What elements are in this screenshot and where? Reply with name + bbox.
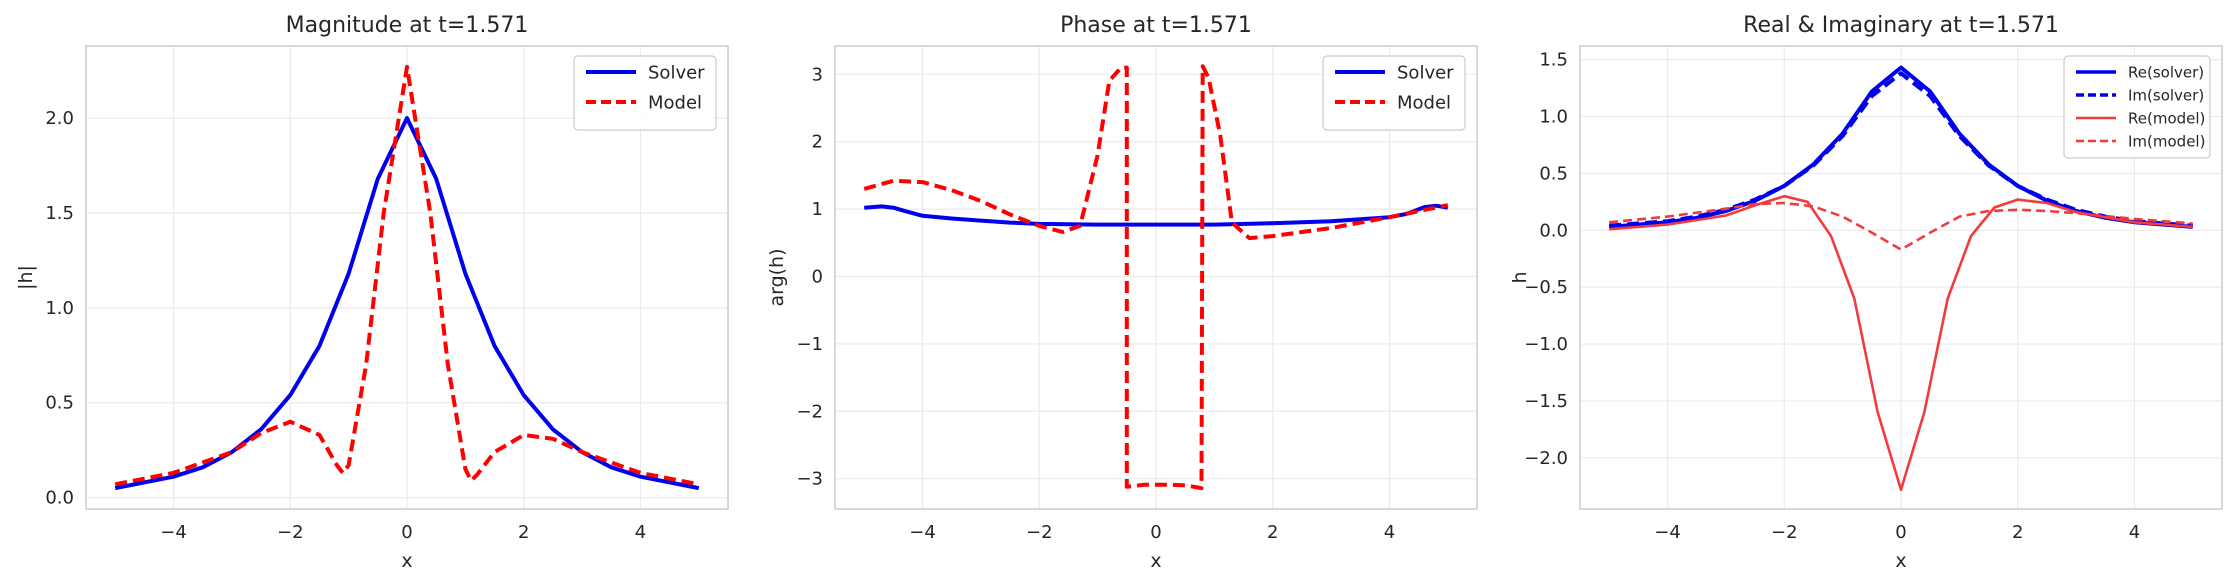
x-tick-label: 0 [401,522,412,543]
legend-label: Re(model) [2128,109,2205,127]
series-line-solver [864,203,1449,227]
grid-lines [1580,46,2222,509]
y-tick-label: −1.5 [1524,391,1568,412]
y-axis-label: |h| [15,265,37,290]
series-line-model [863,64,1449,491]
x-tick-label: −2 [277,522,304,543]
x-tick-label: −4 [160,522,187,543]
chart-title: Real & Imaginary at t=1.571 [1743,13,2059,38]
legend-box [1322,55,1466,131]
legend-label: Model [1397,92,1451,113]
series-line-im-model [1609,201,2193,251]
legend-label: Solver [648,62,705,83]
y-tick-label: 1.5 [1539,50,1568,71]
y-tick-label: −1.0 [1524,334,1568,355]
x-axis-label: x [1150,550,1161,572]
x-tick-label: 2 [2012,522,2023,543]
chart-panel-2: −4 −2 0 2 4 −3 −2 −1 0 1 2 3 x arg(h) Phase at t=1.571… [766,13,1478,572]
legend: Solver Model [1322,55,1466,131]
legend-label: Model [648,92,702,113]
y-tick-label: 0.0 [45,488,74,509]
legend-label: Solver [1397,62,1454,83]
legend: Solver Model [573,55,717,131]
y-tick-label: −1 [796,334,823,355]
y-tick-label: −2 [796,401,823,422]
y-tick-label: 0.5 [1539,163,1568,184]
x-tick-label: −4 [1654,522,1681,543]
y-tick-label: 1.5 [45,203,74,224]
x-tick-label: 0 [1150,522,1161,543]
legend: Re(solver) Im(solver) Re(model) Im(model) [2063,55,2211,159]
x-tick-label: 2 [518,522,529,543]
x-tick-label: 4 [1384,522,1395,543]
chart-title: Magnitude at t=1.571 [286,13,529,38]
y-axis-label: arg(h) [766,248,788,306]
y-tick-label: −3 [796,469,823,490]
legend-box [2063,55,2211,159]
legend-box [573,55,717,131]
y-tick-label: −0.5 [1524,277,1568,298]
x-tick-label: −4 [909,522,936,543]
chart-panel-1: −4 −2 0 2 4 0.0 0.5 1.0 1.5 2.0 x |h| Magnitude at t… [15,13,729,572]
x-tick-label: 4 [2129,522,2140,543]
x-tick-label: −2 [1026,522,1053,543]
y-axis-label: h [1509,271,1531,283]
y-tick-label: 2.0 [45,108,74,129]
y-tick-label: 1.0 [1539,107,1568,128]
legend-label: Im(model) [2128,132,2205,150]
y-tick-label: 0.5 [45,393,74,414]
y-tick-label: 1.0 [45,298,74,319]
plot-frame [85,45,729,510]
x-tick-label: 0 [1895,522,1906,543]
y-tick-label: 0 [812,266,823,287]
x-tick-label: 4 [635,522,646,543]
legend-label: Im(solver) [2128,86,2204,104]
x-tick-label: −2 [1771,522,1798,543]
y-tick-label: 2 [812,132,823,153]
x-axis-label: x [1895,550,1906,572]
y-tick-label: 0.0 [1539,220,1568,241]
series-line-model [114,64,700,487]
chart-title: Phase at t=1.571 [1060,13,1252,38]
plot-frame [834,45,1478,510]
x-tick-label: 2 [1267,522,1278,543]
x-axis-label: x [401,550,412,572]
plot-frame [1579,45,2223,510]
y-tick-label: 1 [812,199,823,220]
y-tick-label: −2.0 [1524,448,1568,469]
chart-panel-3: −4 −2 0 2 4 −2.0 −1.5 −1.0 −0.5 0.0 0.5 1.0 1.5 x h Rea… [1509,13,2223,572]
y-tick-label: 3 [812,64,823,85]
legend-label: Re(solver) [2128,63,2204,81]
